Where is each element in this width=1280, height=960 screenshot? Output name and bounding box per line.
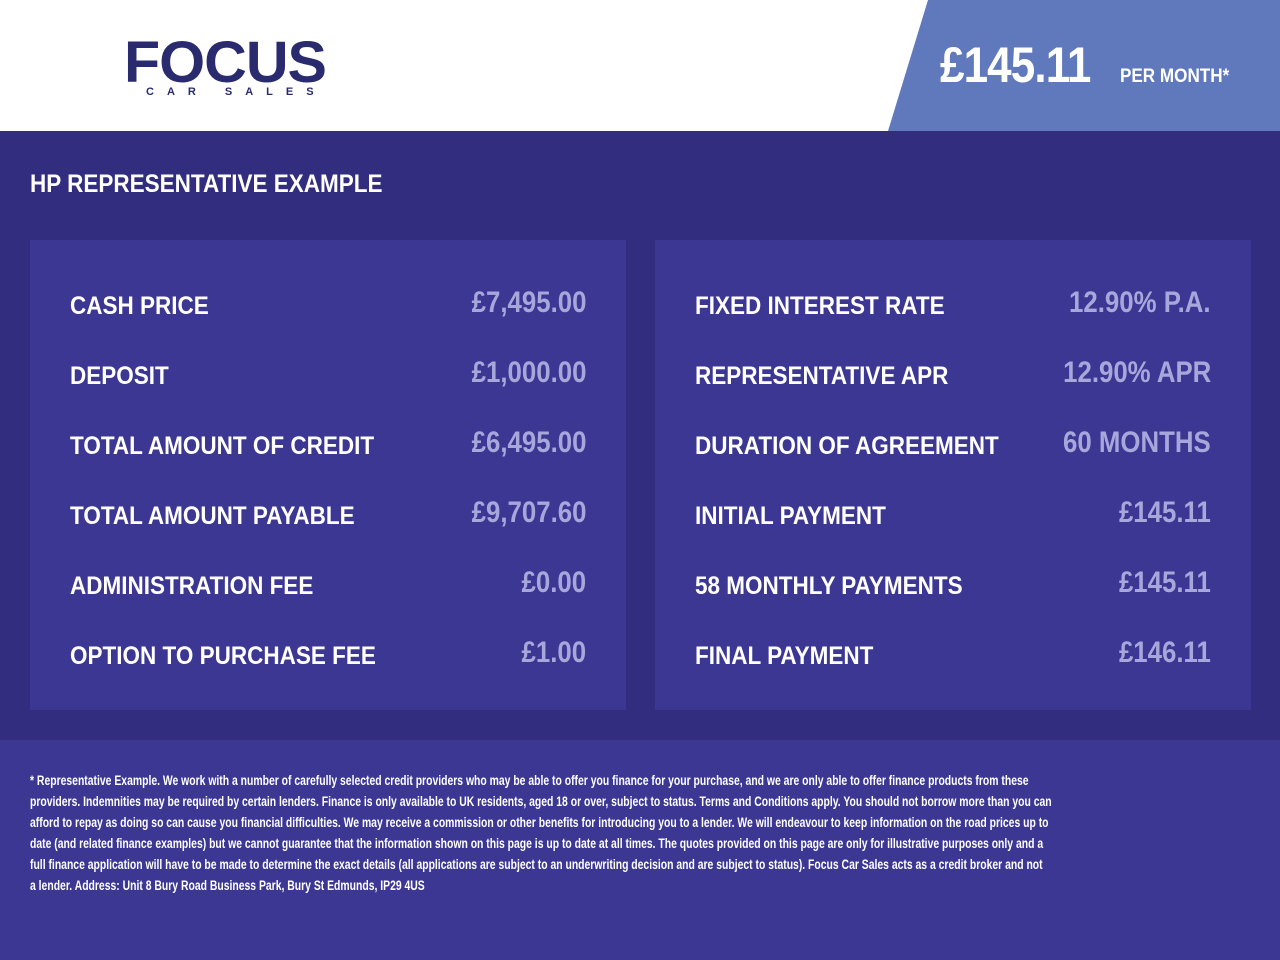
finance-value: £1,000.00 [471, 356, 586, 389]
disclaimer-line: afford to repay as doing so can cause yo… [30, 815, 1049, 830]
header: FOCUS CAR SALES £145.11 PER MONTH* [0, 0, 1280, 131]
finance-value: £7,495.00 [471, 286, 586, 319]
disclaimer-line: providers. Indemnities may be required b… [30, 794, 1052, 809]
finance-label: INITIAL PAYMENT [695, 502, 886, 530]
finance-row: REPRESENTATIVE APR 12.90% APR [655, 356, 1251, 426]
finance-label: FIXED INTEREST RATE [695, 292, 945, 320]
finance-row: FINAL PAYMENT £146.11 [655, 636, 1251, 706]
disclaimer-line: date (and related finance examples) but … [30, 836, 1044, 851]
finance-value: £9,707.60 [471, 496, 586, 529]
finance-value: £145.11 [1119, 496, 1211, 529]
finance-label: DURATION OF AGREEMENT [695, 432, 999, 460]
disclaimer: * Representative Example. We work with a… [0, 740, 1280, 960]
finance-label: TOTAL AMOUNT OF CREDIT [70, 432, 375, 460]
finance-label: DEPOSIT [70, 362, 169, 390]
finance-row: ADMINISTRATION FEE £0.00 [30, 566, 626, 636]
monthly-price: £145.11 [940, 37, 1091, 93]
per-month-label: PER MONTH* [1120, 66, 1230, 87]
finance-row: DURATION OF AGREEMENT 60 MONTHS [655, 426, 1251, 496]
finance-value: £0.00 [521, 566, 586, 599]
finance-value: 12.90% P.A. [1069, 286, 1211, 319]
finance-label: FINAL PAYMENT [695, 642, 874, 670]
finance-value: £146.11 [1119, 636, 1211, 669]
disclaimer-line: * Representative Example. We work with a… [30, 773, 1029, 788]
finance-row: TOTAL AMOUNT PAYABLE £9,707.60 [30, 496, 626, 566]
finance-label: CASH PRICE [70, 292, 209, 320]
disclaimer-line: full finance application will have to be… [30, 857, 1043, 872]
finance-row: DEPOSIT £1,000.00 [30, 356, 626, 426]
finance-label: 58 MONTHLY PAYMENTS [695, 572, 963, 600]
finance-card-left: CASH PRICE £7,495.00 DEPOSIT £1,000.00 TOTAL… [30, 240, 626, 710]
logo-text: FOCUS [124, 30, 327, 95]
finance-label: ADMINISTRATION FEE [70, 572, 314, 600]
finance-value: 60 MONTHS [1063, 426, 1211, 459]
finance-row: INITIAL PAYMENT £145.11 [655, 496, 1251, 566]
finance-row: OPTION TO PURCHASE FEE £1.00 [30, 636, 626, 706]
finance-row: TOTAL AMOUNT OF CREDIT £6,495.00 [30, 426, 626, 496]
finance-value: £6,495.00 [471, 426, 586, 459]
finance-label: TOTAL AMOUNT PAYABLE [70, 502, 355, 530]
finance-card-right: FIXED INTEREST RATE 12.90% P.A. REPRESENTA… [655, 240, 1251, 710]
finance-row: CASH PRICE £7,495.00 [30, 286, 626, 356]
logo-subtext: CAR SALES [146, 86, 327, 98]
finance-row: FIXED INTEREST RATE 12.90% P.A. [655, 286, 1251, 356]
finance-row: 58 MONTHLY PAYMENTS £145.11 [655, 566, 1251, 636]
finance-label: REPRESENTATIVE APR [695, 362, 949, 390]
monthly-price-banner [888, 0, 1280, 131]
focus-car-sales-logo[interactable]: FOCUS CAR SALES [124, 34, 327, 99]
finance-value: £145.11 [1119, 566, 1211, 599]
finance-value: 12.90% APR [1062, 356, 1211, 389]
disclaimer-line: a lender. Address: Unit 8 Bury Road Busi… [30, 878, 425, 893]
finance-value: £1.00 [521, 636, 586, 669]
finance-label: OPTION TO PURCHASE FEE [70, 642, 376, 670]
section-title: HP REPRESENTATIVE EXAMPLE [30, 170, 383, 198]
